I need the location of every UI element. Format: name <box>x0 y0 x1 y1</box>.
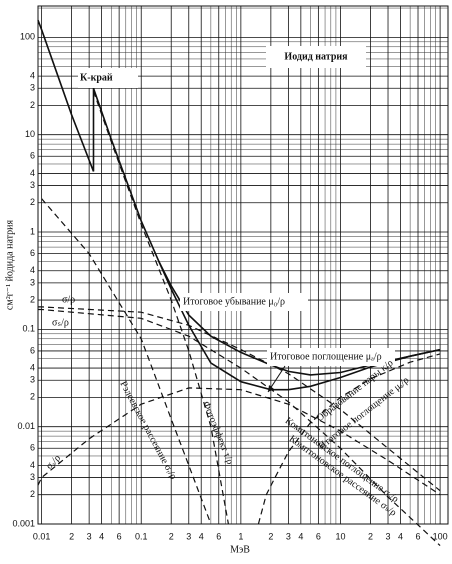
y-tick-label: 2 <box>30 197 35 207</box>
x-tick-label: 3 <box>186 531 191 541</box>
annotation: К-край <box>80 72 113 83</box>
arrow-head <box>268 385 274 392</box>
y-tick-label: 3 <box>30 375 35 385</box>
label-bg <box>180 293 308 311</box>
x-tick-label: 2 <box>268 531 273 541</box>
x-tick-label: 4 <box>398 531 403 541</box>
y-tick-label: 2 <box>30 100 35 110</box>
y-tick-label: 0.1 <box>22 324 35 334</box>
y-axis-label: см²г⁻¹ йодида натрия <box>4 220 15 311</box>
x-tick-label: 2 <box>69 531 74 541</box>
x-tick-label: 2 <box>169 531 174 541</box>
series-label: σ/ρ <box>62 294 75 305</box>
y-tick-label: 2 <box>30 489 35 499</box>
x-tick-label: 2 <box>368 531 373 541</box>
x-tick-label: 6 <box>117 531 122 541</box>
x-tick-label: 4 <box>298 531 303 541</box>
grid <box>38 6 448 525</box>
y-tick-label: 4 <box>30 265 35 275</box>
y-tick-label: 4 <box>30 460 35 470</box>
y-tick-label: 0.01 <box>17 421 35 431</box>
y-tick-label: 6 <box>30 345 35 355</box>
y-tick-label: 4 <box>30 168 35 178</box>
x-tick-label: 6 <box>216 531 221 541</box>
y-tick-label: 6 <box>30 443 35 453</box>
x-axis-label: МэВ <box>230 544 250 555</box>
series-line <box>38 308 441 547</box>
x-tick-label: 0.1 <box>135 531 148 541</box>
y-tick-label: 3 <box>30 472 35 482</box>
y-tick-label: 10 <box>25 129 35 139</box>
plot-frame <box>37 5 449 525</box>
series-line <box>92 91 229 525</box>
series-line <box>257 353 441 525</box>
chart-title: Иодид натрия <box>284 51 348 62</box>
series-line <box>37 19 441 376</box>
x-tick-label: 6 <box>416 531 421 541</box>
y-tick-label: 0.001 <box>12 518 35 528</box>
y-tick-label: 4 <box>30 362 35 372</box>
x-tick-label: 100 <box>433 531 448 541</box>
y-tick-label: 100 <box>20 32 35 42</box>
y-tick-label: 3 <box>30 277 35 287</box>
series-label: Итоговое поглощение μₐ/ρ <box>270 351 382 362</box>
x-tick-label: 0.01 <box>33 531 51 541</box>
series-line <box>38 306 441 492</box>
series-label: Итоговое убывание μ₀/ρ <box>183 296 285 307</box>
y-tick-label: 2 <box>30 294 35 304</box>
x-tick-label: 3 <box>286 531 291 541</box>
y-tick-label: 3 <box>30 83 35 93</box>
label-bg <box>78 68 138 88</box>
label-bg <box>267 348 395 366</box>
x-tick-label: 4 <box>99 531 104 541</box>
annotation: σₛ/ρ <box>52 317 69 328</box>
y-tick-label: 4 <box>30 70 35 80</box>
y-tick-label: 3 <box>30 180 35 190</box>
title-bg <box>266 46 366 68</box>
x-tick-label: 4 <box>199 531 204 541</box>
series-line <box>41 198 212 525</box>
y-tick-label: 1 <box>30 226 35 236</box>
x-tick-label: 3 <box>87 531 92 541</box>
y-tick-label: 6 <box>30 151 35 161</box>
y-tick-label: 2 <box>30 392 35 402</box>
series-line <box>37 387 441 496</box>
x-tick-label: 10 <box>335 531 345 541</box>
x-tick-label: 1 <box>238 531 243 541</box>
y-tick-label: 6 <box>30 248 35 258</box>
x-tick-label: 6 <box>316 531 321 541</box>
x-tick-label: 3 <box>386 531 391 541</box>
